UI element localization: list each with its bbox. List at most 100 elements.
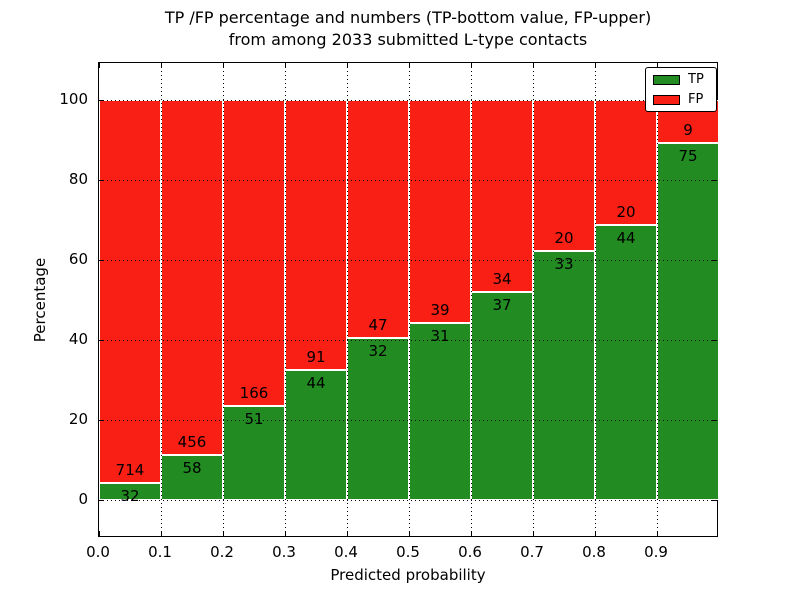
y-tick-mark [712, 500, 717, 502]
y-gridline [99, 260, 717, 261]
x-tick-mark [657, 531, 659, 536]
x-tick-mark [347, 531, 349, 536]
legend-entry-tp: TP [653, 73, 708, 86]
x-axis-label: Predicted probability [330, 566, 486, 584]
y-tick-mark [712, 420, 717, 422]
x-tick-mark [347, 63, 349, 68]
x-tick-label: 0.7 [520, 543, 544, 561]
tp-legend-label: TP [688, 72, 704, 87]
x-tick-label: 0.3 [272, 543, 296, 561]
fp-value-label: 39 [430, 300, 450, 319]
y-gridline [99, 500, 717, 501]
y-gridline [99, 340, 717, 341]
fp-value-label: 47 [368, 315, 388, 334]
tp-value-label: 37 [492, 295, 512, 314]
x-tick-mark [223, 63, 225, 68]
fp-bar-segment [223, 100, 285, 406]
y-gridline [99, 100, 717, 101]
x-tick-mark [99, 531, 101, 536]
fp-value-label: 34 [492, 269, 512, 288]
tp-bar-segment [285, 369, 347, 500]
tp-legend-swatch [653, 74, 680, 85]
y-tick-label: 80 [68, 170, 88, 188]
tp-bar-segment [99, 482, 161, 500]
y-tick-mark [712, 340, 717, 342]
y-tick-mark [99, 100, 104, 102]
tp-bar-segment [409, 322, 471, 500]
fp-bar-segment [99, 100, 161, 483]
x-gridline [657, 63, 658, 536]
x-tick-mark [285, 63, 287, 68]
x-tick-mark [595, 531, 597, 536]
x-tick-mark [99, 63, 101, 68]
x-tick-mark [409, 531, 411, 536]
x-gridline [347, 63, 348, 536]
x-tick-label: 0.8 [582, 543, 606, 561]
x-gridline [223, 63, 224, 536]
x-tick-mark [161, 531, 163, 536]
x-tick-label: 0.4 [334, 543, 358, 561]
x-gridline [533, 63, 534, 536]
tp-value-label: 44 [616, 229, 636, 247]
fp-bar-segment [347, 100, 409, 338]
y-tick-mark [99, 340, 104, 342]
tp-value-label: 31 [430, 326, 450, 345]
x-gridline [161, 63, 162, 536]
tp-value-label: 32 [120, 486, 140, 505]
plot-area: 714 32 456 58 166 51 91 44 47 32 39 31 34 37 20 33 20 44 9… [98, 62, 719, 537]
chart-title-line2: from among 2033 submitted L-type contact… [228, 30, 588, 49]
x-gridline [471, 63, 472, 536]
fp-bar-segment [409, 100, 471, 323]
tp-bar-segment [657, 142, 719, 500]
tp-value-label: 32 [368, 341, 388, 360]
fp-value-label: 166 [239, 383, 269, 402]
fp-value-label: 456 [177, 432, 207, 451]
x-tick-label: 0.6 [458, 543, 482, 561]
tp-value-label: 51 [244, 409, 264, 428]
y-gridline [99, 180, 717, 181]
x-tick-label: 0.9 [644, 543, 668, 561]
fp-bar-segment [161, 100, 223, 455]
y-tick-mark [99, 260, 104, 262]
tp-value-label: 58 [182, 458, 202, 477]
fp-legend-swatch [653, 94, 680, 105]
fp-value-label: 9 [683, 120, 693, 139]
x-tick-label: 0.2 [210, 543, 234, 561]
fp-legend-label: FP [688, 92, 704, 107]
tp-bar-segment [533, 250, 595, 500]
tp-value-label: 75 [678, 146, 698, 165]
x-gridline [595, 63, 596, 536]
y-gridline [99, 420, 717, 421]
tp-bar-segment [347, 337, 409, 500]
legend: TP FP [645, 67, 717, 112]
x-tick-mark [471, 63, 473, 68]
fp-bar-segment [285, 100, 347, 370]
x-tick-label: 0.1 [148, 543, 172, 561]
fp-value-label: 20 [616, 203, 636, 221]
y-tick-mark [99, 180, 104, 182]
x-tick-mark [285, 531, 287, 536]
y-tick-label: 0 [78, 490, 88, 508]
fp-value-label: 91 [306, 347, 326, 366]
y-axis-label: Percentage [31, 257, 49, 343]
x-gridline [285, 63, 286, 536]
x-tick-mark [409, 63, 411, 68]
x-tick-mark [533, 531, 535, 536]
chart-title: TP /FP percentage and numbers (TP-bottom… [98, 7, 718, 51]
tp-value-label: 33 [554, 254, 574, 273]
y-tick-mark [712, 260, 717, 262]
x-tick-label: 0.5 [396, 543, 420, 561]
fp-bar-segment [471, 100, 533, 292]
x-tick-mark [595, 63, 597, 68]
tp-bar-segment [471, 291, 533, 500]
x-tick-label: 0.0 [86, 543, 110, 561]
chart-title-line1: TP /FP percentage and numbers (TP-bottom… [164, 8, 652, 27]
y-tick-mark [712, 180, 717, 182]
x-tick-mark [657, 63, 659, 68]
y-tick-mark [99, 500, 104, 502]
x-tick-mark [161, 63, 163, 68]
tp-bar-segment [595, 225, 657, 500]
tp-bar-segment [223, 405, 285, 500]
legend-entry-fp: FP [653, 93, 708, 106]
